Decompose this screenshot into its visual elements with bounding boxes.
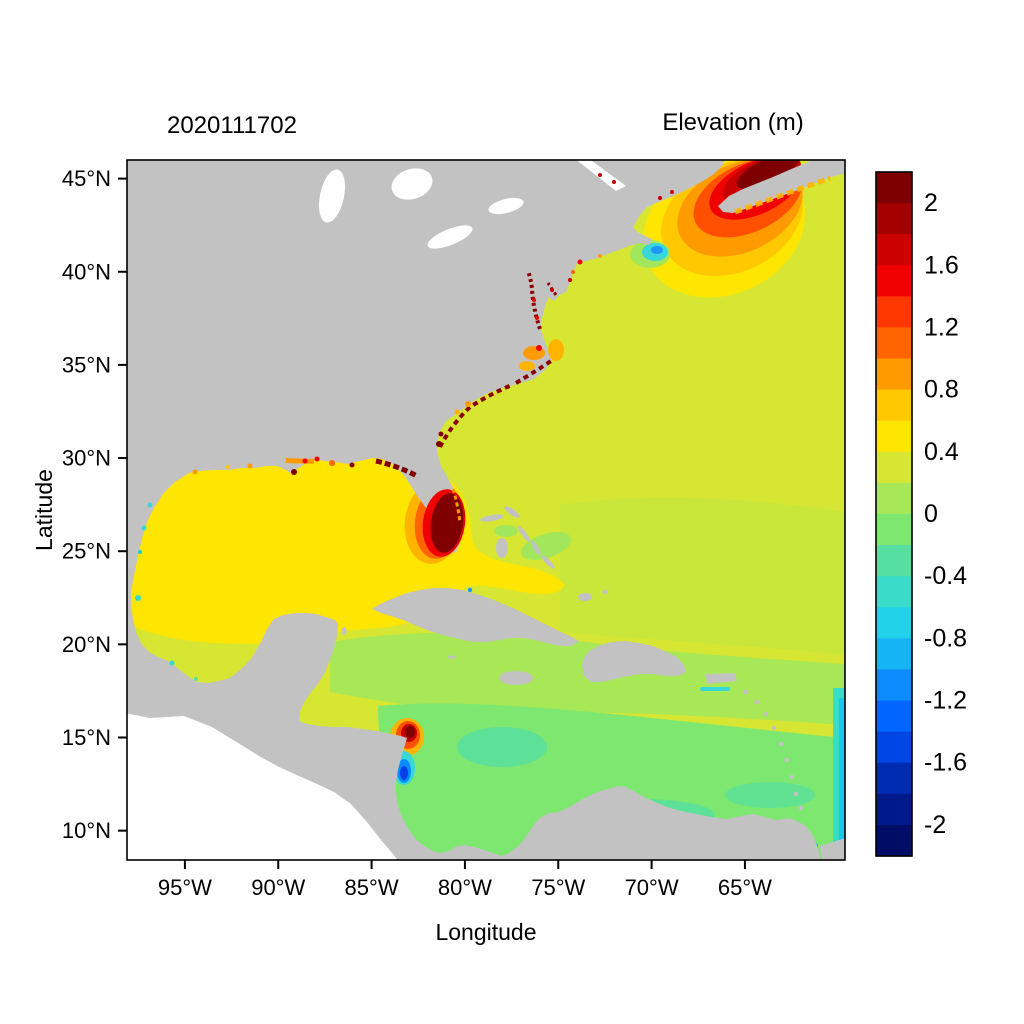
y-tick-label: 45°N xyxy=(62,166,111,191)
x-tick-label: 75°W xyxy=(531,875,585,900)
x-tick-label: 80°W xyxy=(438,875,492,900)
y-axis-ticks: 45°N 40°N 35°N 30°N 25°N 20°N 15°N 10°N xyxy=(62,166,127,843)
land-bahamas xyxy=(480,506,608,601)
coastal-extremes xyxy=(135,173,831,681)
colorbar-tick-label: -1.6 xyxy=(924,749,967,777)
colorbar-band xyxy=(876,234,912,266)
pamlico-high-2 xyxy=(519,361,535,371)
colorbar-band xyxy=(876,451,912,484)
pacific-out-of-domain xyxy=(127,713,398,860)
y-tick-label: 10°N xyxy=(62,818,111,843)
teal-patch-east xyxy=(725,782,815,808)
x-tick-label: 85°W xyxy=(345,875,399,900)
colorbar-band xyxy=(876,482,912,515)
land-north-central-south-america xyxy=(127,160,821,860)
land-orinoco-corner xyxy=(820,838,845,860)
bahamas-green-patch-2 xyxy=(494,525,518,537)
run-timestamp: 2020111702 xyxy=(167,112,297,139)
colorbar-tick-label: -0.4 xyxy=(924,562,967,590)
colorbar-band xyxy=(876,358,912,391)
y-tick-label: 15°N xyxy=(62,725,111,750)
land-jamaica xyxy=(499,671,533,685)
florida-east-fringe xyxy=(451,488,462,524)
colorbar-band xyxy=(876,793,912,826)
x-tick-label: 95°W xyxy=(158,875,212,900)
colorbar-band xyxy=(876,824,912,857)
land-cayman xyxy=(448,655,456,659)
x-tick-label: 90°W xyxy=(251,875,305,900)
colorbar-band xyxy=(876,762,912,795)
land-lesser-antilles xyxy=(743,689,804,811)
florida-darkred-patch xyxy=(430,493,464,553)
colorbar-title: Elevation (m) xyxy=(662,109,803,136)
land-cuba xyxy=(372,588,579,646)
pamlico-red-dot xyxy=(536,345,542,351)
colorbar-band xyxy=(876,638,912,671)
colorbar-band xyxy=(876,514,912,546)
nova-scotia-fringe xyxy=(734,175,831,215)
colorbar-tick-label: 2 xyxy=(924,189,938,217)
colorbar-border xyxy=(875,171,913,857)
colorbar-tick-label: -0.8 xyxy=(924,624,967,652)
y-tick-label: 20°N xyxy=(62,632,111,657)
colorbar-tick-label: 0 xyxy=(924,500,938,528)
x-tick-label: 70°W xyxy=(625,875,679,900)
hatteras-fringe xyxy=(548,339,564,361)
georgia-coast-speckle xyxy=(438,383,513,448)
y-tick-label: 30°N xyxy=(62,446,111,471)
x-tick-label: 65°W xyxy=(718,875,772,900)
colorbar-band xyxy=(876,545,912,577)
colorbar-tick-label: 0.8 xyxy=(924,376,959,404)
colorbar: 2 1.6 1.2 0.8 0.4 0 -0.4 -0.8 -1.2 -1.6 -2 xyxy=(875,171,967,857)
bahamas-green-patch xyxy=(520,532,572,560)
speckle-dots xyxy=(135,173,674,681)
teal-patch-sw-jamaica xyxy=(457,727,547,767)
colorbar-band xyxy=(876,172,912,204)
mid-atlantic-band xyxy=(560,497,845,655)
colorbar-band xyxy=(876,265,912,297)
y-axis-label: Latitude xyxy=(31,469,57,551)
y-tick-label: 40°N xyxy=(62,259,111,284)
cape-cod-low xyxy=(630,240,670,268)
land-cozumel xyxy=(341,627,347,635)
colorbar-tick-label: 0.4 xyxy=(924,438,959,466)
map-canvas xyxy=(127,160,845,860)
mississippi-sound-high xyxy=(285,458,314,464)
colorbar-band xyxy=(876,700,912,733)
land-nova-scotia xyxy=(718,160,845,213)
y-tick-label: 35°N xyxy=(62,352,111,377)
colorbar-tick-label: -1.2 xyxy=(924,687,967,715)
colorbar-band xyxy=(876,731,912,764)
colorbar-band xyxy=(876,389,912,422)
colorbar-tick-label: 1.2 xyxy=(924,313,959,341)
carolina-coast-speckle xyxy=(514,359,553,385)
puerto-rico-south-cyan xyxy=(700,687,730,691)
x-axis-ticks: 95°W 90°W 85°W 80°W 75°W 70°W 65°W xyxy=(158,860,772,900)
x-axis-label: Longitude xyxy=(435,919,536,945)
cuba-north-cyan-3 xyxy=(467,587,473,593)
land-layer xyxy=(127,160,845,860)
colorbar-band xyxy=(876,607,912,639)
land-puerto-rico xyxy=(705,673,737,684)
colorbar-band xyxy=(876,576,912,608)
colorbar-tick-label: -2 xyxy=(924,811,946,839)
colorbar-band xyxy=(876,420,912,453)
big-bend-speckle xyxy=(375,458,419,479)
map-frame xyxy=(126,159,846,861)
y-tick-label: 25°N xyxy=(62,539,111,564)
colorbar-band xyxy=(876,327,912,360)
colorbar-band xyxy=(876,669,912,702)
land-hispaniola xyxy=(582,641,686,682)
colorbar-band xyxy=(876,203,912,235)
colorbar-tick-label: 1.6 xyxy=(924,251,959,279)
boundary-cyan-strip-core xyxy=(839,698,845,848)
colorbar-band xyxy=(876,296,912,329)
